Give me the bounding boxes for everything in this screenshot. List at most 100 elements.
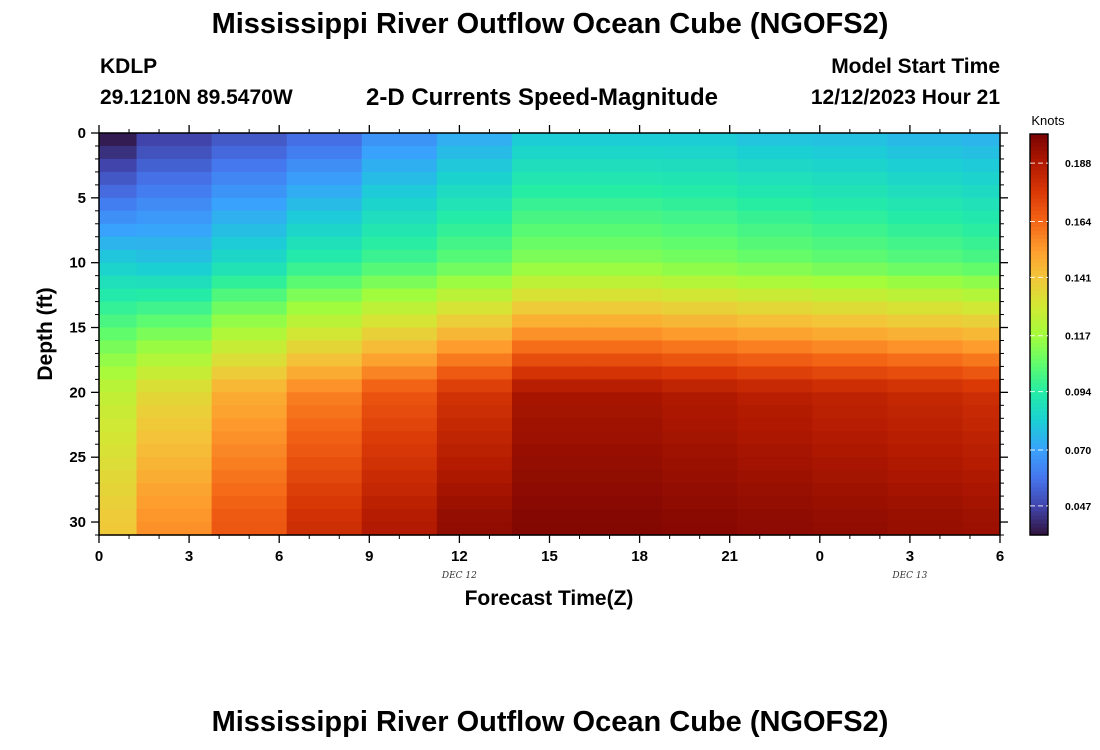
heatmap-cell — [136, 470, 213, 484]
heatmap-cell — [587, 366, 663, 380]
heatmap-cell — [737, 392, 813, 406]
colorbar-segment — [1030, 462, 1048, 468]
heatmap-cell — [136, 483, 213, 497]
heatmap-cell — [286, 470, 363, 484]
colorbar-segment — [1030, 518, 1048, 524]
heatmap-cell — [361, 496, 438, 510]
heatmap-cell — [812, 301, 888, 316]
heatmap-cell — [662, 353, 738, 368]
colorbar-segment — [1030, 294, 1048, 300]
heatmap-cell — [99, 444, 138, 458]
heatmap-cell — [587, 431, 663, 445]
heatmap-cell — [211, 457, 288, 471]
heatmap-cell — [662, 275, 738, 290]
colorbar-segment — [1030, 442, 1048, 448]
x-tick-label: 9 — [365, 548, 373, 565]
colorbar-segment — [1030, 314, 1048, 320]
heatmap-cell — [812, 288, 888, 303]
heatmap-cell — [211, 483, 288, 497]
heatmap-cell — [436, 210, 513, 225]
heatmap-cell — [436, 457, 513, 471]
colorbar-segment — [1030, 498, 1048, 504]
heatmap-cell — [737, 133, 813, 147]
heatmap-cell — [887, 483, 964, 497]
colorbar-tick-label: 0.164 — [1065, 216, 1091, 228]
heatmap-cell — [587, 223, 663, 238]
heatmap-cell — [962, 457, 1001, 471]
heatmap-cell — [361, 133, 438, 147]
heatmap-cell — [662, 340, 738, 355]
heatmap-cell — [361, 223, 438, 238]
heatmap-cell — [962, 509, 1001, 523]
heatmap-cell — [737, 418, 813, 432]
heatmap-cell — [136, 431, 213, 445]
heatmap-cell — [737, 522, 813, 536]
heatmap-cell — [662, 197, 738, 212]
colorbar-segment — [1030, 230, 1048, 235]
heatmap-cell — [962, 275, 1001, 290]
heatmap-cell — [211, 249, 288, 264]
heatmap-cell — [587, 249, 663, 264]
heatmap-cell — [662, 379, 738, 393]
heatmap-cell — [99, 392, 138, 406]
heatmap-cell — [812, 340, 888, 355]
colorbar-segment — [1030, 370, 1048, 376]
x-axis: 0 3 6 9 12 15 18 21 0 3 6 DEC 12 DEC 13 — [95, 125, 1004, 581]
heatmap-cell — [211, 470, 288, 484]
colorbar-tick-label: 0.047 — [1065, 501, 1091, 513]
heatmap-cell — [662, 314, 738, 329]
heatmap-cell — [99, 340, 138, 355]
heatmap-cell — [587, 522, 663, 536]
colorbar-segment — [1030, 194, 1048, 199]
heatmap-cell — [286, 496, 363, 510]
x-axis-label: Forecast Time(Z) — [465, 587, 634, 610]
station-id: KDLP — [100, 55, 158, 78]
heatmap-cell — [887, 275, 964, 290]
heatmap-cell — [812, 262, 888, 277]
colorbar-segment — [1030, 426, 1048, 432]
heatmap-cell — [361, 444, 438, 458]
heatmap-cell — [211, 184, 288, 199]
heatmap-cell — [136, 405, 213, 419]
heatmap-cell — [436, 496, 513, 510]
colorbar-segment — [1030, 342, 1048, 348]
heatmap-cell — [737, 262, 813, 277]
heatmap-cell — [211, 197, 288, 212]
heatmap-cell — [436, 340, 513, 355]
heatmap-cell — [136, 158, 213, 173]
colorbar-segment — [1030, 298, 1048, 304]
heatmap-cell — [361, 522, 438, 536]
heatmap-cell — [99, 171, 138, 186]
heatmap-cell — [662, 457, 738, 471]
heatmap-cell — [136, 496, 213, 510]
heatmap-cell — [511, 366, 588, 380]
colorbar-segment — [1030, 382, 1048, 388]
heatmap-cell — [99, 301, 138, 316]
heatmap-cell — [136, 509, 213, 523]
heatmap-cell — [361, 262, 438, 277]
y-axis: 0 5 10 15 20 25 30 — [69, 125, 1008, 536]
heatmap-cell — [812, 249, 888, 264]
x-tick-label: 3 — [185, 548, 193, 565]
heatmap-cell — [587, 405, 663, 419]
heatmap-cell — [962, 171, 1001, 186]
heatmap-cell — [887, 133, 964, 147]
heatmap-cell — [812, 210, 888, 225]
heatmap-cell — [737, 496, 813, 510]
heatmap-cell — [99, 431, 138, 445]
heatmap-cell — [99, 418, 138, 432]
heatmap-cell — [99, 184, 138, 199]
heatmap-cell — [587, 262, 663, 277]
colorbar-segment — [1030, 278, 1048, 283]
heatmap-cell — [662, 509, 738, 523]
heatmap-cell — [962, 483, 1001, 497]
heatmap-cell — [887, 353, 964, 368]
heatmap-cell — [887, 470, 964, 484]
heatmap-cell — [286, 314, 363, 329]
heatmap-cell — [436, 184, 513, 199]
heatmap-cell — [99, 379, 138, 393]
colorbar-segment — [1030, 502, 1048, 508]
heatmap-cell — [662, 431, 738, 445]
heatmap-cell — [511, 301, 588, 316]
heatmap-cell — [511, 275, 588, 290]
